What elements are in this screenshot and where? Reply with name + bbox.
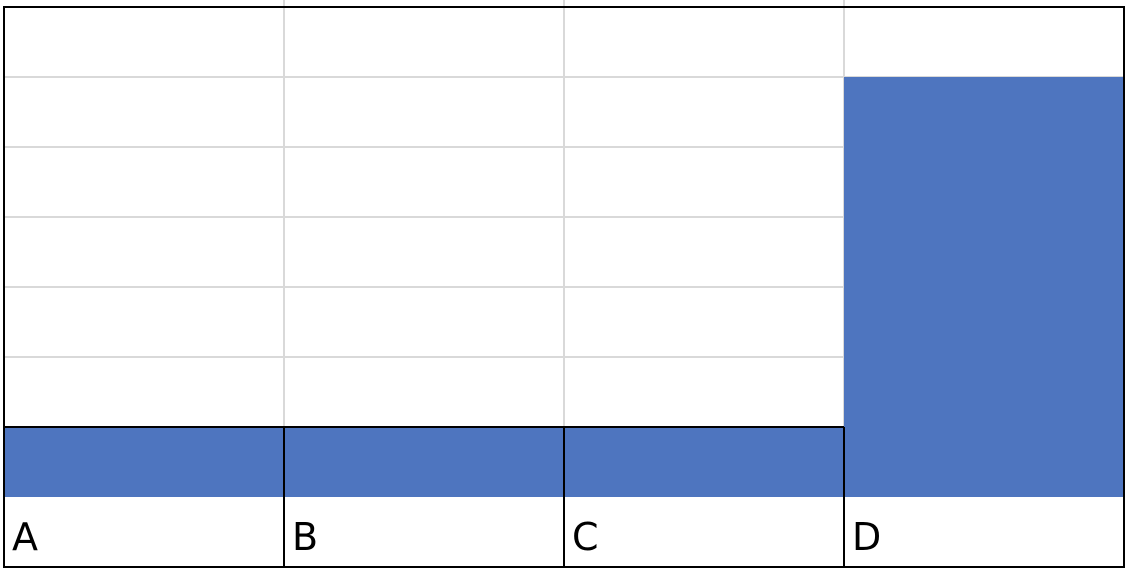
category-label-a: A: [12, 515, 38, 559]
bar-a: [4, 427, 284, 497]
category-label-d: D: [852, 515, 881, 559]
bar-d: [844, 77, 1124, 497]
bars: [4, 77, 1124, 497]
category-labels: A B C D: [12, 515, 881, 559]
category-label-b: B: [292, 515, 318, 559]
bar-c: [564, 427, 844, 497]
bar-b: [284, 427, 564, 497]
chart-frame: [3, 6, 1125, 568]
category-label-c: C: [572, 515, 599, 559]
